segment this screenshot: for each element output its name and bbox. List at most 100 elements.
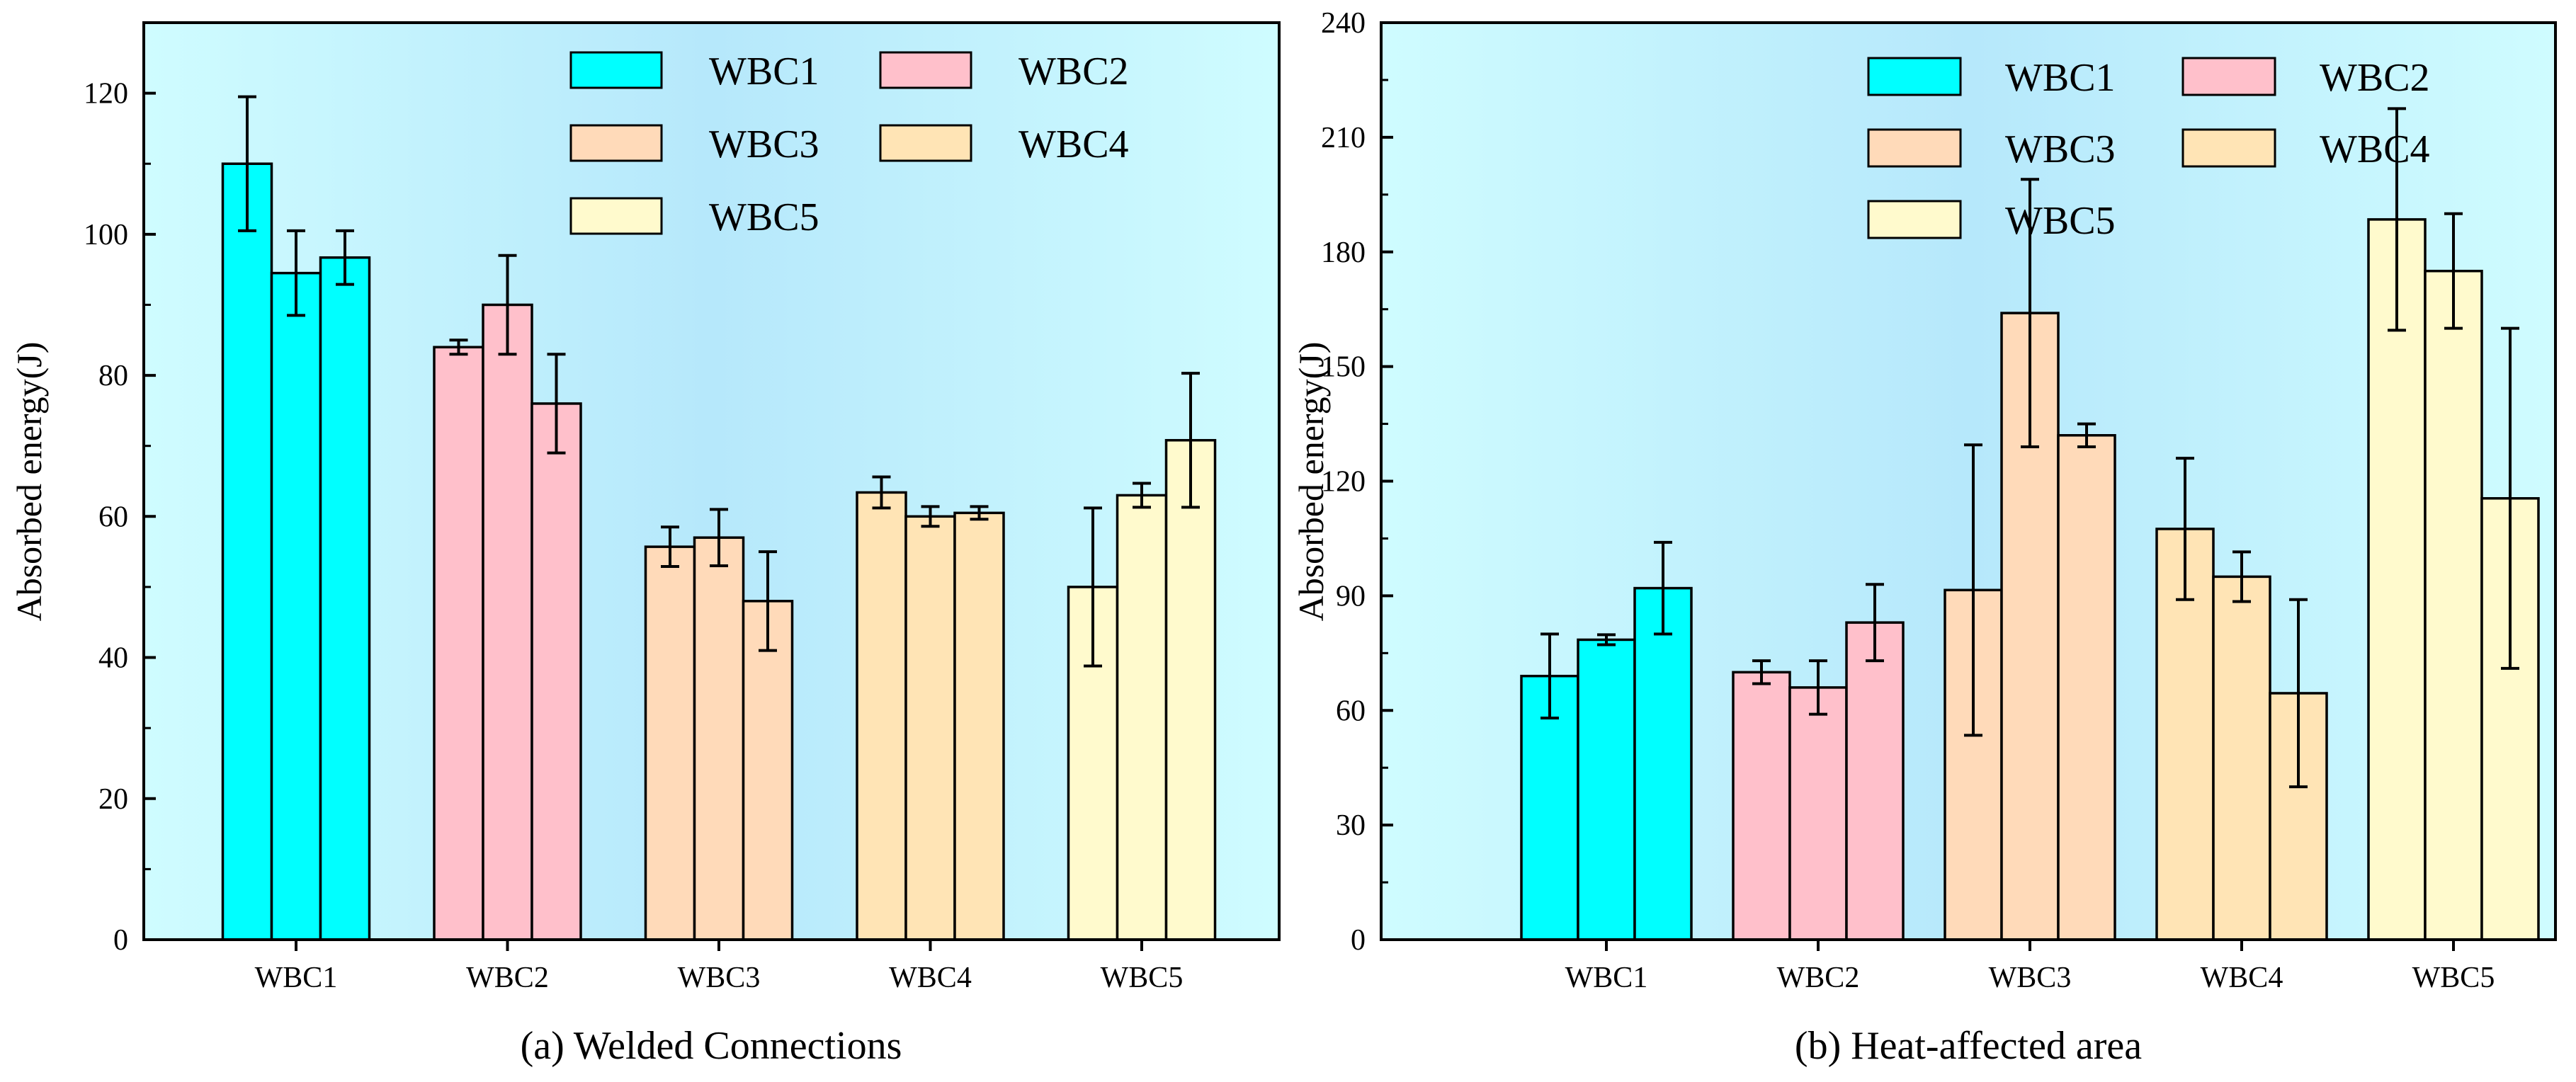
legend-label: WBC5	[709, 195, 819, 239]
error-bar-wbc3-3	[2077, 422, 2096, 448]
legend-swatch	[569, 51, 663, 89]
y-tick-label: 180	[1321, 237, 1366, 269]
y-tick-label: 30	[1336, 809, 1366, 842]
error-bar-wbc4-1	[2176, 457, 2194, 601]
bar-wbc2-3	[1845, 621, 1905, 941]
y-tick-label: 150	[1321, 351, 1366, 384]
bar-wbc5-2	[1116, 494, 1168, 941]
legend-label: WBC4	[2320, 127, 2430, 171]
error-bar-wbc5-3	[1181, 372, 1200, 509]
error-bar-wbc2-3	[1866, 583, 1884, 663]
bar-wbc5-2	[2424, 269, 2483, 941]
legend-item-wbc5: WBC5	[1867, 199, 2116, 243]
error-bar-wbc3-3	[759, 550, 777, 652]
caption-a: (a) Welded Connections	[521, 1024, 902, 1068]
bar-wbc3-1	[644, 545, 696, 941]
legend-label: WBC1	[2005, 56, 2116, 100]
x-tick-label: WBC1	[1565, 962, 1648, 994]
x-tick-label: WBC1	[255, 962, 338, 994]
error-bar-wbc3-1	[661, 525, 679, 569]
y-axis-title-b: Absorbed energy(J)	[1291, 342, 1331, 622]
x-tick-label: WBC4	[889, 962, 972, 994]
error-bar-wbc5-2	[1133, 482, 1151, 509]
error-bar-wbc5-2	[2444, 212, 2463, 330]
bar-wbc3-3	[742, 600, 794, 941]
bar-wbc1-3	[319, 256, 371, 941]
legend-swatch	[1867, 128, 1962, 168]
error-bar-wbc2-2	[498, 254, 517, 356]
plot-frame-b	[1380, 21, 2557, 941]
error-bar-wbc3-2	[2021, 178, 2039, 448]
error-bar-wbc1-2	[287, 229, 305, 317]
bar-wbc3-3	[2057, 434, 2116, 941]
bar-wbc5-3	[1164, 438, 1217, 941]
error-bar-wbc3-2	[710, 508, 728, 568]
legend-swatch	[2181, 128, 2276, 168]
x-tick-label: WBC2	[466, 962, 549, 994]
legend-item-wbc4: WBC4	[879, 123, 1129, 166]
bar-wbc2-1	[433, 346, 484, 941]
legend-label: WBC5	[2005, 199, 2116, 243]
error-bar-wbc1-3	[1654, 540, 1672, 636]
y-tick-label: 240	[1321, 7, 1366, 40]
bar-wbc2-3	[530, 402, 582, 941]
y-tick-label: 0	[113, 924, 128, 957]
bar-wbc2-1	[1732, 671, 1791, 941]
legend-a: WBC1 WBC2 WBC3 WBC4 WBC5	[569, 50, 1129, 239]
y-tick-label: 0	[1351, 924, 1366, 957]
legend-swatch	[569, 197, 663, 235]
error-bar-wbc5-1	[1084, 506, 1102, 668]
error-bar-wbc2-1	[1752, 659, 1771, 685]
error-bar-wbc4-2	[921, 505, 940, 528]
legend-swatch	[569, 124, 663, 162]
error-bar-wbc4-3	[970, 505, 989, 521]
bar-wbc1-1	[221, 162, 273, 941]
legend-item-wbc5: WBC5	[569, 195, 819, 239]
panel-welded-connections: 0 20 40 60 80 100 120 WBC1 WBC2 WBC3 WBC4 WBC5 WBC…	[9, 21, 1281, 1068]
y-tick-label: 100	[84, 219, 128, 251]
y-tick-label: 60	[98, 501, 128, 533]
y-tick-label: 120	[84, 78, 128, 110]
legend-label: WBC2	[1019, 50, 1129, 93]
error-bar-wbc4-3	[2289, 598, 2308, 789]
bar-wbc3-2	[693, 536, 745, 941]
y-tick-label: 60	[1336, 695, 1366, 727]
bar-wbc2-2	[1788, 686, 1848, 941]
legend-b: WBC1 WBC2 WBC3 WBC4 WBC5	[1867, 56, 2430, 243]
error-bar-wbc5-3	[2501, 326, 2519, 670]
legend-item-wbc2: WBC2	[879, 50, 1129, 93]
y-tick-label: 80	[98, 360, 128, 392]
x-tick-label: WBC3	[678, 962, 761, 994]
legend-label: WBC3	[709, 123, 819, 166]
caption-b: (b) Heat-affected area	[1795, 1024, 2142, 1068]
x-tick-label: WBC5	[2412, 962, 2495, 994]
legend-label: WBC2	[2320, 56, 2430, 100]
bar-wbc4-2	[904, 515, 956, 941]
legend-label: WBC4	[1019, 123, 1129, 166]
legend-item-wbc3: WBC3	[569, 123, 819, 166]
error-bar-wbc5-1	[2388, 107, 2406, 332]
legend-swatch	[2181, 57, 2276, 96]
error-bar-wbc2-3	[547, 353, 566, 455]
bar-wbc4-2	[2212, 575, 2271, 941]
bar-wbc4-3	[953, 511, 1005, 941]
error-bar-wbc1-2	[1597, 633, 1616, 647]
bar-wbc1-2	[270, 271, 322, 941]
error-bar-wbc4-1	[872, 475, 891, 510]
y-tick-label: 90	[1336, 580, 1366, 613]
error-bar-wbc1-3	[336, 229, 354, 286]
y-tick-label: 210	[1321, 122, 1366, 154]
error-bar-wbc1-1	[1541, 632, 1559, 720]
legend-item-wbc1: WBC1	[569, 50, 819, 93]
y-tick-label: 20	[98, 783, 128, 816]
bar-wbc1-3	[1633, 586, 1693, 941]
error-bar-wbc1-1	[238, 95, 256, 232]
y-tick-label: 120	[1321, 466, 1366, 499]
legend-item-wbc3: WBC3	[1867, 127, 2116, 171]
error-bar-wbc4-2	[2232, 550, 2251, 603]
error-bar-wbc2-2	[1809, 659, 1827, 716]
x-tick-label: WBC2	[1777, 962, 1860, 994]
legend-item-wbc4: WBC4	[2181, 127, 2430, 171]
error-bar-wbc3-1	[1964, 443, 1982, 737]
